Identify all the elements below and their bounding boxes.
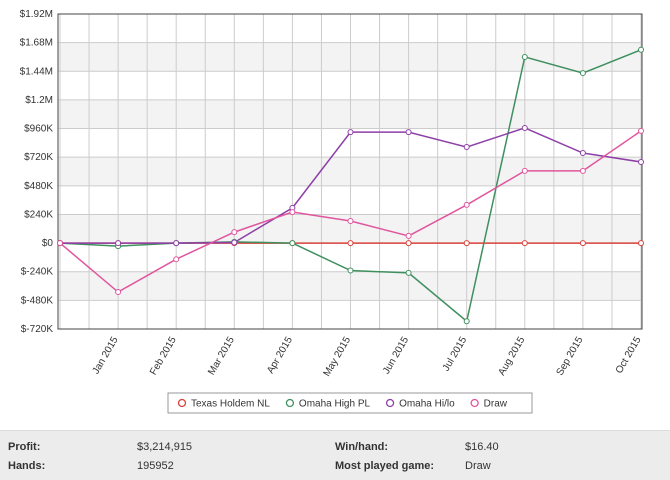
data-point — [521, 53, 528, 60]
y-tick-label: $1.92M — [20, 9, 53, 20]
data-point — [463, 240, 470, 247]
data-point — [579, 70, 586, 77]
x-tick-label: Mar 2015 — [206, 335, 237, 377]
stat-value: Draw — [465, 460, 491, 472]
data-point — [638, 240, 644, 247]
data-point — [579, 150, 586, 157]
data-point — [638, 158, 644, 165]
legend-label: Omaha High PL — [299, 399, 371, 410]
data-point — [173, 256, 180, 263]
y-tick-label: $1.44M — [20, 66, 53, 77]
data-point — [347, 240, 354, 247]
data-point — [405, 129, 412, 136]
x-tick-label: Apr 2015 — [265, 335, 295, 376]
legend: Texas Holdem NL Omaha High PL Omaha Hi/lo D… — [167, 392, 533, 414]
data-point — [405, 232, 412, 239]
x-tick-label: Jul 2015 — [441, 335, 470, 374]
y-tick-label: $1.68M — [20, 38, 53, 49]
data-point — [115, 240, 122, 247]
x-tick-label: May 2015 — [322, 335, 354, 379]
data-point — [463, 318, 470, 325]
data-point — [405, 240, 412, 247]
stat-value: 195952 — [137, 460, 174, 472]
x-tick-label: Jan 2015 — [91, 335, 121, 377]
data-point — [347, 129, 354, 136]
data-point — [638, 46, 644, 53]
legend-label: Texas Holdem NL — [191, 399, 270, 410]
stat-label: Most played game: — [335, 460, 435, 472]
x-tick-label: Oct 2015 — [614, 335, 644, 376]
data-point — [289, 240, 296, 247]
legend-label: Omaha Hi/lo — [399, 399, 455, 410]
data-point — [579, 167, 586, 174]
x-tick-label: Feb 2015 — [148, 335, 179, 377]
data-point — [521, 124, 528, 131]
y-tick-label: $480K — [24, 181, 53, 192]
y-tick-label: $0 — [42, 238, 54, 249]
x-tick-label: Aug 2015 — [496, 335, 527, 378]
y-tick-label: $-240K — [21, 267, 54, 278]
stat-label: Profit: — [8, 441, 41, 453]
stat-value: $16.40 — [465, 441, 499, 453]
data-point — [579, 240, 586, 247]
stats-panel: Profit: $3,214,915 Win/hand: $16.40 Hand… — [0, 430, 670, 480]
data-point — [231, 229, 238, 236]
data-point — [115, 289, 122, 296]
legend-marker — [177, 398, 187, 408]
legend-marker — [470, 398, 479, 408]
stat-label: Win/hand: — [335, 441, 389, 453]
stat-label: Hands: — [8, 460, 46, 472]
y-tick-label: $960K — [24, 124, 53, 135]
x-tick-label: Jun 2015 — [381, 335, 411, 377]
data-point — [405, 269, 412, 276]
y-tick-label: $-720K — [21, 324, 54, 335]
data-point — [463, 201, 470, 208]
y-tick-label: $-480K — [21, 295, 54, 306]
plot-border — [57, 13, 643, 330]
data-point — [521, 240, 528, 247]
legend-marker — [285, 398, 295, 408]
chart: $1.92M $1.68M $1.44M $1.2M $960K $720K $480K $2… — [20, 9, 644, 414]
data-point — [638, 127, 644, 134]
y-tick-label: $720K — [24, 152, 53, 163]
y-tick-label: $1.2M — [25, 95, 53, 106]
data-point — [347, 218, 354, 225]
legend-marker — [385, 398, 395, 408]
data-point — [521, 167, 528, 174]
data-point — [57, 240, 63, 247]
stat-value: $3,214,915 — [137, 441, 193, 453]
legend-box — [167, 392, 533, 414]
x-tick-label: Sep 2015 — [555, 335, 586, 378]
data-point — [347, 267, 354, 274]
y-tick-label: $240K — [24, 209, 53, 220]
data-point — [173, 240, 180, 247]
data-point — [289, 209, 296, 216]
legend-label: Draw — [484, 399, 508, 410]
data-point — [463, 144, 470, 151]
data-point — [231, 239, 238, 246]
